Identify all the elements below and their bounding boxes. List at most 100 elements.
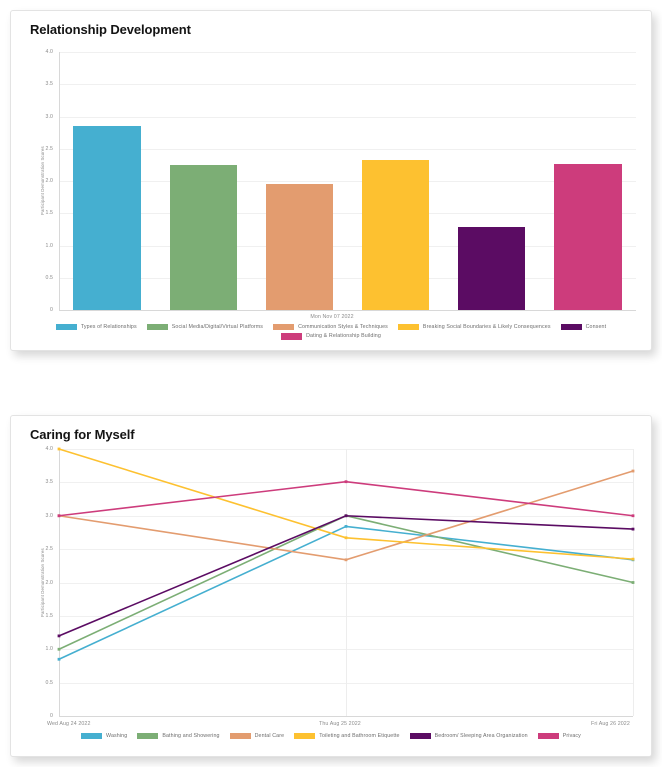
bar-chart-legend: Types of Relationships Social Media/Digit… xyxy=(11,322,651,341)
caring-for-myself-card: Caring for Myself 4.0 3.5 3.0 2.5 2.0 1.5 1.0 0… xyxy=(10,415,652,757)
gridline xyxy=(59,52,636,53)
legend-item[interactable]: Bedroom/ Sleeping Area Organization xyxy=(409,732,528,739)
y-axis-tick-label: 3.0 xyxy=(45,113,53,120)
data-point-marker[interactable] xyxy=(631,527,635,531)
legend-swatch-icon xyxy=(273,323,295,330)
legend-swatch-icon xyxy=(81,732,103,739)
y-axis-tick-label: 0 xyxy=(50,713,53,719)
line-series[interactable] xyxy=(58,514,634,637)
line-series-group xyxy=(57,447,635,661)
bar[interactable] xyxy=(458,227,526,310)
legend-swatch-icon xyxy=(409,732,431,739)
legend-item[interactable]: Bathing and Showering xyxy=(137,732,220,739)
line-series[interactable] xyxy=(58,480,634,517)
y-axis-tick-label: 4.0 xyxy=(45,49,53,55)
legend-swatch-icon xyxy=(281,333,303,340)
legend-item-label: Washing xyxy=(106,732,128,739)
y-axis-tick-label: 3.0 xyxy=(45,512,53,519)
data-point-marker[interactable] xyxy=(344,558,348,562)
y-axis-line xyxy=(59,52,60,310)
data-point-marker[interactable] xyxy=(631,514,635,518)
data-point-marker[interactable] xyxy=(57,657,61,661)
legend-swatch-icon xyxy=(146,323,168,330)
y-axis-tick-label: 4.0 xyxy=(45,446,53,452)
legend-swatch-icon xyxy=(294,732,316,739)
y-axis-tick-label: 3.5 xyxy=(45,479,53,486)
category-gridline xyxy=(346,449,347,716)
line-series[interactable] xyxy=(58,448,634,560)
gridline xyxy=(59,213,636,215)
legend-item[interactable]: Social Media/Digital/Virtual Platforms xyxy=(146,323,264,330)
legend-item-label: Consent xyxy=(585,323,607,330)
data-point-marker[interactable] xyxy=(344,525,348,528)
data-point-marker[interactable] xyxy=(57,447,61,451)
legend-item[interactable]: Consent xyxy=(560,323,607,330)
x-axis-tick-label: Thu Aug 25 2022 xyxy=(319,721,361,727)
legend-swatch-icon xyxy=(229,732,251,739)
bar[interactable] xyxy=(265,183,334,310)
legend-swatch-icon xyxy=(397,323,419,330)
legend-swatch-icon xyxy=(537,732,559,739)
y-axis-tick-label: 1.5 xyxy=(45,210,53,217)
legend-item[interactable]: Dating & Relationship Building xyxy=(281,333,381,340)
gridline xyxy=(59,716,633,717)
gridline xyxy=(59,181,636,182)
data-point-marker[interactable] xyxy=(57,634,61,638)
data-point-marker[interactable] xyxy=(344,480,348,484)
data-point-marker[interactable] xyxy=(631,581,635,584)
line-chart-legend: Washing Bathing and Showering Dental Care T… xyxy=(11,731,651,741)
legend-item[interactable]: Dental Care xyxy=(229,732,285,739)
y-axis-tick-label: 3.5 xyxy=(45,81,53,88)
y-axis-tick-label: 0.5 xyxy=(45,274,53,281)
data-point-marker[interactable] xyxy=(631,469,635,473)
legend-item-label: Bathing and Showering xyxy=(162,732,220,739)
legend-item[interactable]: Types of Relationships xyxy=(55,323,137,330)
legend-item-label: Dating & Relationship Building xyxy=(306,333,381,340)
y-axis-tick-label: 0 xyxy=(50,307,53,313)
y-axis-title: Participant Demonstration Scores xyxy=(40,146,45,215)
legend-item-label: Types of Relationships xyxy=(80,323,137,330)
legend-item-label: Privacy xyxy=(562,732,581,739)
data-point-marker[interactable] xyxy=(344,536,348,540)
bar[interactable] xyxy=(554,163,622,310)
data-point-marker[interactable] xyxy=(344,514,348,518)
legend-item-label: Breaking Social Boundaries & Likely Cons… xyxy=(422,323,551,330)
y-axis-tick-label: 2.5 xyxy=(45,546,53,553)
data-point-marker[interactable] xyxy=(57,514,61,518)
y-axis-tick-label: 1.0 xyxy=(45,242,53,249)
y-axis-line xyxy=(59,449,60,716)
bar[interactable] xyxy=(73,126,141,310)
legend-swatch-icon xyxy=(55,323,77,330)
gridline xyxy=(59,84,636,86)
legend-item[interactable]: Communication Styles & Techniques xyxy=(273,323,388,330)
y-axis-tick-label: 0.5 xyxy=(45,679,53,686)
y-axis-tick-label: 2.5 xyxy=(45,145,53,152)
legend-item[interactable]: Breaking Social Boundaries & Likely Cons… xyxy=(397,323,551,330)
line-series[interactable] xyxy=(58,525,634,660)
legend-item[interactable]: Privacy xyxy=(537,732,581,739)
page-title: Relationship Development xyxy=(30,22,191,37)
x-axis-tick-label: Wed Aug 24 2022 xyxy=(47,721,91,727)
legend-item-label: Communication Styles & Techniques xyxy=(298,323,388,330)
gridline xyxy=(59,310,636,311)
legend-item[interactable]: Washing xyxy=(81,732,128,739)
relationship-development-card: Relationship Development 4.0 3.5 3.0 2.5 2.0… xyxy=(10,10,652,351)
gridline xyxy=(59,245,636,247)
bar[interactable] xyxy=(169,164,237,310)
page-title-2: Caring for Myself xyxy=(30,427,135,442)
legend-item-label: Dental Care xyxy=(254,732,285,739)
gridline xyxy=(59,148,636,150)
data-point-marker[interactable] xyxy=(57,647,61,651)
gridline xyxy=(59,277,636,279)
legend-item-label: Toileting and Bathroom Etiquette xyxy=(319,732,400,739)
gridline xyxy=(59,116,636,118)
line-series[interactable] xyxy=(58,514,634,650)
bar[interactable] xyxy=(361,159,430,310)
x-axis-tick-label: Mon Nov 07 2022 xyxy=(310,314,354,320)
legend-item-label: Social Media/Digital/Virtual Platforms xyxy=(171,323,264,330)
y-axis-tick-label: 1.0 xyxy=(45,646,53,653)
y-axis-tick-label: 1.5 xyxy=(45,612,53,619)
legend-swatch-icon xyxy=(560,323,582,330)
data-point-marker[interactable] xyxy=(631,557,635,561)
legend-item[interactable]: Toileting and Bathroom Etiquette xyxy=(294,732,400,739)
